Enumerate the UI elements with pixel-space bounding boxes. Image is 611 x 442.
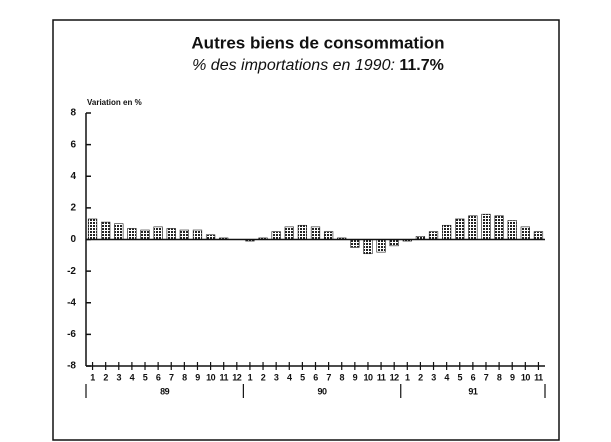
x-tick-label: 9 <box>195 372 200 382</box>
x-tick-label: 6 <box>313 372 318 382</box>
x-tick-label: 5 <box>143 372 148 382</box>
x-tick-label: 6 <box>156 372 161 382</box>
bar <box>481 213 491 240</box>
x-tick-label: 3 <box>117 372 122 382</box>
bar <box>310 226 321 240</box>
bar <box>455 218 465 240</box>
bar <box>468 215 478 240</box>
x-tick-label: 7 <box>169 372 174 382</box>
x-tick-label: 9 <box>353 372 358 382</box>
chart-title: Autres biens de consommation <box>191 33 444 52</box>
x-tick-label: 8 <box>497 372 502 382</box>
x-tick-label: 1 <box>405 372 410 382</box>
bar <box>323 231 334 240</box>
y-tick-label: -2 <box>67 266 76 277</box>
subtitle-text: % des importations en 1990: <box>192 57 395 74</box>
bar <box>101 221 111 240</box>
bar <box>376 239 386 253</box>
x-tick-label: 9 <box>510 372 515 382</box>
bar <box>284 226 294 240</box>
y-tick-label: -8 <box>67 361 76 372</box>
x-tick-label: 8 <box>339 372 344 382</box>
group-label: 91 <box>468 386 478 396</box>
x-tick-label: 11 <box>219 372 228 382</box>
bar <box>271 231 281 240</box>
x-tick-label: 3 <box>431 372 436 382</box>
bar <box>192 229 203 240</box>
group-label: 90 <box>318 386 328 396</box>
bar <box>533 231 544 240</box>
bar <box>114 223 124 240</box>
x-tick-label: 2 <box>418 372 423 382</box>
x-tick-label: 4 <box>444 372 449 382</box>
y-tick-label: 2 <box>70 203 76 214</box>
bar <box>87 218 98 240</box>
x-tick-label: 4 <box>130 372 135 382</box>
bar <box>363 239 373 255</box>
y-tick-label: 4 <box>70 171 76 182</box>
bar <box>507 220 517 240</box>
y-axis-label: Variation en % <box>87 98 142 107</box>
x-tick-label: 5 <box>300 372 305 382</box>
bar <box>442 224 452 240</box>
bar <box>140 229 150 240</box>
x-tick-label: 11 <box>534 372 543 382</box>
x-tick-label: 1 <box>248 372 253 382</box>
x-tick-label: 7 <box>326 372 331 382</box>
bar <box>297 224 308 240</box>
bar <box>494 215 504 240</box>
x-tick-label: 10 <box>206 372 216 382</box>
x-tick-label: 5 <box>457 372 462 382</box>
x-tick-label: 2 <box>261 372 266 382</box>
bar <box>350 239 360 248</box>
x-tick-label: 4 <box>287 372 292 382</box>
y-tick-label: -6 <box>67 329 76 340</box>
bar <box>428 231 439 240</box>
y-tick-label: -4 <box>67 297 76 308</box>
panel-border <box>52 19 560 441</box>
group-label: 89 <box>160 386 170 396</box>
bar <box>166 228 176 240</box>
bar <box>389 239 399 247</box>
x-tick-label: 10 <box>363 372 373 382</box>
x-tick-label: 1 <box>90 372 95 382</box>
x-tick-label: 12 <box>232 372 242 382</box>
bar <box>520 226 530 240</box>
x-tick-label: 11 <box>377 372 386 382</box>
subtitle-value: 11.7% <box>399 57 443 74</box>
x-tick-label: 3 <box>274 372 279 382</box>
x-tick-label: 8 <box>182 372 187 382</box>
x-tick-label: 2 <box>103 372 108 382</box>
y-tick-label: 6 <box>70 139 76 150</box>
x-tick-label: 12 <box>390 372 400 382</box>
x-tick-label: 7 <box>484 372 489 382</box>
x-tick-label: 6 <box>471 372 476 382</box>
bar <box>179 229 189 240</box>
y-tick-label: 8 <box>70 108 76 119</box>
x-tick-label: 10 <box>521 372 531 382</box>
bar <box>127 228 137 240</box>
chart-subtitle: % des importations en 1990: 11.7% <box>192 57 444 74</box>
y-tick-label: 0 <box>70 234 76 245</box>
bar <box>153 226 163 240</box>
